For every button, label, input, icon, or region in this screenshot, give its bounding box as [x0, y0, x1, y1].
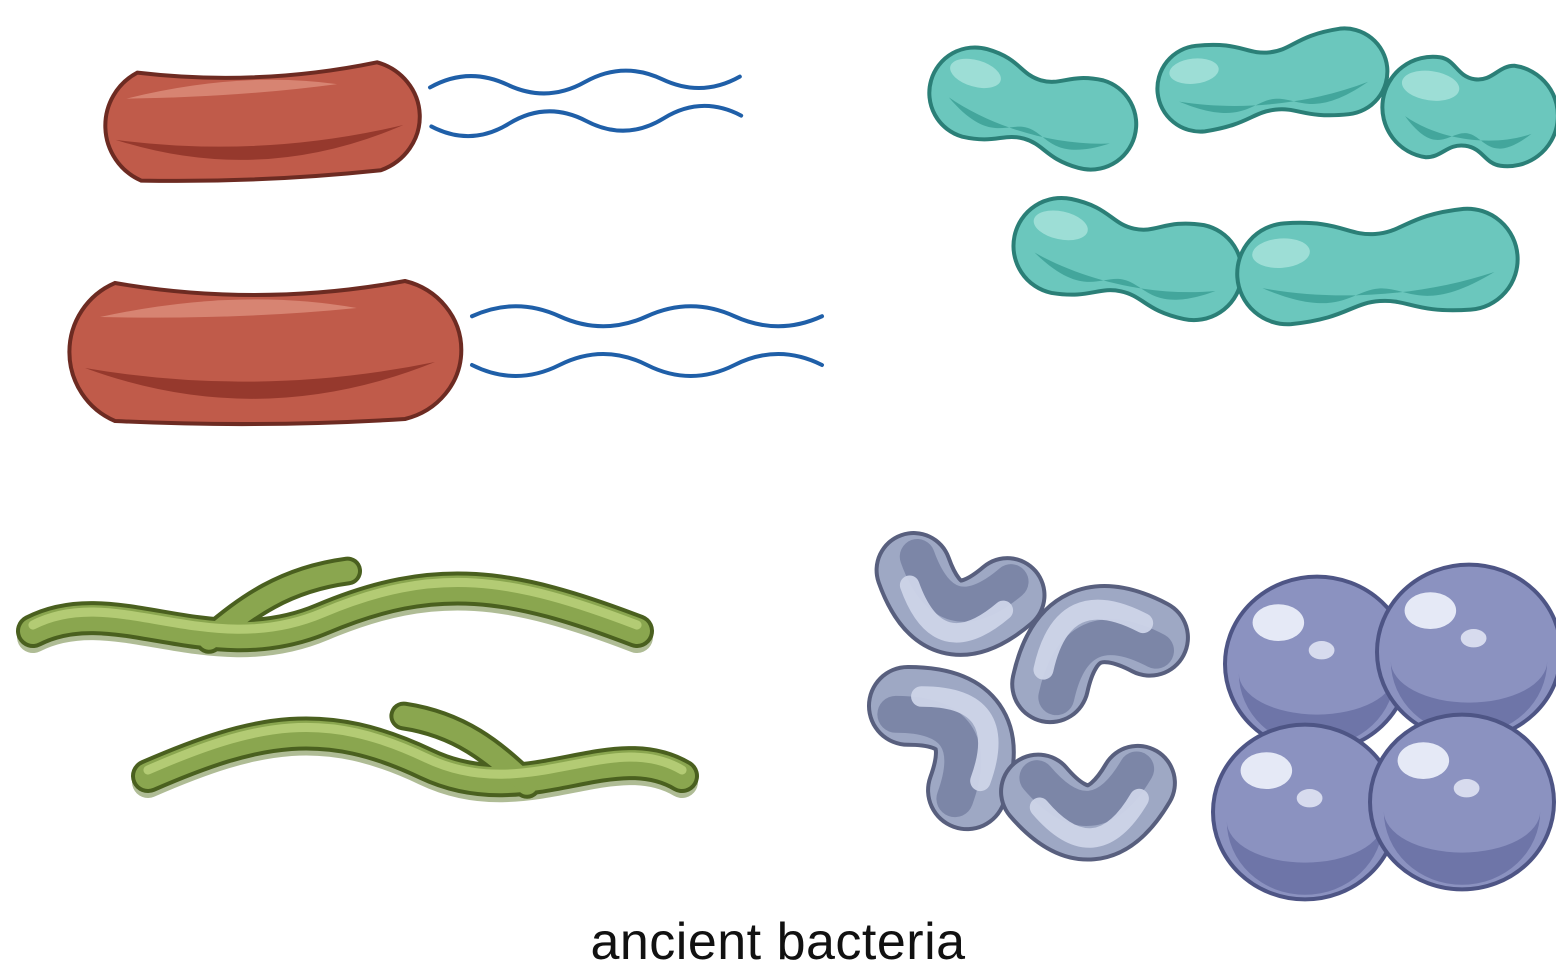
purple-tetrad	[1205, 540, 1556, 944]
green-filament-1	[135, 710, 695, 830]
blue-vibrio-3	[997, 752, 1181, 845]
teal-diplo-4	[1232, 205, 1524, 330]
blue-vibrio-0	[863, 534, 1052, 655]
flagellated-rod-1	[40, 275, 830, 485]
coccus-3	[1370, 715, 1554, 890]
diagram-canvas: ancient bacteria	[0, 0, 1556, 980]
teal-diplo-1	[1151, 24, 1394, 138]
teal-diplo-2	[1374, 48, 1556, 177]
green-filament-0	[20, 565, 650, 685]
teal-diplo-3	[1002, 187, 1253, 334]
teal-diplo-0	[916, 34, 1149, 185]
flagellated-rod-0	[77, 43, 753, 246]
